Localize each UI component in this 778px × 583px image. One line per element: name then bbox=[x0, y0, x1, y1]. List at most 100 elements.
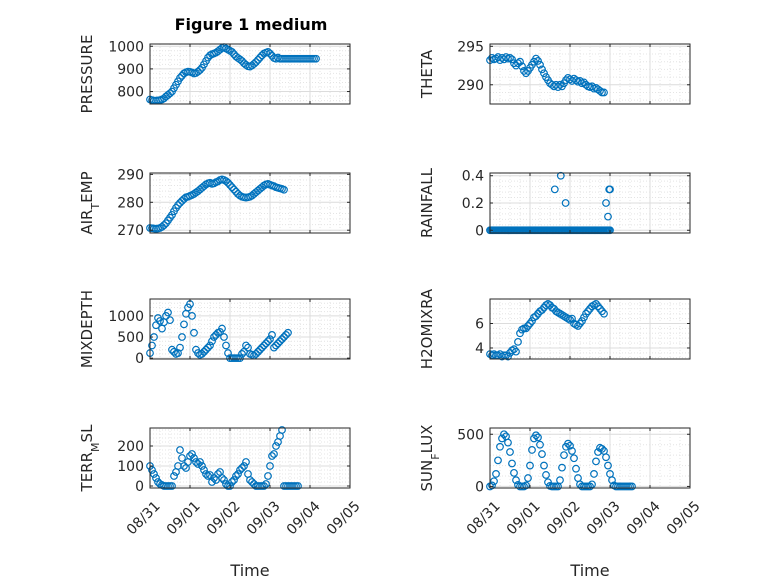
data-point bbox=[580, 78, 588, 87]
data-point bbox=[506, 53, 514, 62]
data-point bbox=[272, 442, 280, 450]
axes-box bbox=[489, 427, 691, 489]
axes-box bbox=[149, 427, 351, 489]
data-point bbox=[496, 56, 504, 65]
data-point bbox=[190, 328, 198, 337]
data-point bbox=[628, 482, 636, 491]
data-point bbox=[206, 341, 214, 350]
data-point bbox=[250, 60, 258, 68]
data-point bbox=[230, 185, 238, 194]
data-markers bbox=[146, 43, 320, 105]
data-point bbox=[220, 333, 228, 341]
data-point bbox=[252, 350, 260, 358]
data-point bbox=[252, 58, 260, 67]
data-point bbox=[234, 470, 242, 478]
data-point bbox=[576, 319, 584, 328]
data-point bbox=[148, 466, 156, 474]
data-point bbox=[598, 444, 606, 453]
data-point bbox=[570, 454, 578, 463]
data-point bbox=[596, 304, 604, 313]
data-point bbox=[606, 185, 614, 194]
data-point bbox=[220, 476, 228, 484]
data-point bbox=[160, 221, 168, 230]
data-point bbox=[228, 48, 236, 56]
data-point bbox=[512, 476, 520, 485]
y-tick-label: 270 bbox=[117, 223, 144, 239]
data-point bbox=[510, 468, 518, 477]
subplot-pressure: 800 900 1000 PRESSURE bbox=[78, 35, 351, 113]
data-point bbox=[246, 476, 254, 484]
data-point bbox=[226, 181, 234, 189]
data-point bbox=[164, 308, 172, 317]
y-axis-label: H2OMIXRA bbox=[418, 288, 436, 369]
data-point bbox=[604, 461, 612, 470]
data-point bbox=[566, 441, 574, 450]
data-point bbox=[592, 457, 600, 466]
data-point bbox=[202, 345, 210, 354]
data-point bbox=[560, 451, 568, 460]
data-point bbox=[236, 55, 244, 64]
data-point bbox=[222, 341, 230, 350]
data-point bbox=[186, 452, 194, 460]
data-point bbox=[152, 321, 160, 330]
data-point bbox=[582, 309, 590, 318]
data-markers bbox=[486, 171, 614, 235]
x-axis-label: Time bbox=[229, 561, 269, 580]
y-axis-label: TERRMSL bbox=[78, 424, 102, 493]
subplot-air_temp: 270 280 290 AIRTEMP bbox=[78, 167, 351, 239]
data-point bbox=[178, 454, 186, 462]
y-tick-label: 295 bbox=[457, 39, 484, 55]
data-point bbox=[230, 476, 238, 484]
data-point bbox=[202, 470, 210, 478]
data-point bbox=[540, 69, 548, 78]
data-point bbox=[260, 341, 268, 350]
data-point bbox=[200, 466, 208, 474]
data-point bbox=[260, 482, 268, 490]
data-point bbox=[258, 343, 266, 352]
data-point bbox=[190, 454, 198, 462]
data-point bbox=[156, 317, 164, 325]
data-point bbox=[268, 452, 276, 460]
data-point bbox=[508, 459, 516, 468]
data-point bbox=[266, 49, 274, 58]
data-point bbox=[584, 307, 592, 316]
axes-box bbox=[149, 298, 351, 360]
y-axis-label: MIXDEPTH bbox=[78, 290, 96, 368]
data-point bbox=[496, 442, 504, 451]
data-point bbox=[532, 431, 540, 440]
data-point bbox=[294, 482, 302, 490]
data-point bbox=[210, 333, 218, 341]
data-point bbox=[228, 478, 236, 486]
data-point bbox=[256, 53, 264, 62]
y-tick-label: 0 bbox=[475, 223, 484, 239]
data-point bbox=[180, 195, 188, 203]
subplot-h2omixra: 4 6 H2OMIXRA bbox=[418, 288, 691, 369]
data-point bbox=[218, 474, 226, 482]
data-point bbox=[180, 462, 188, 470]
data-point bbox=[538, 306, 546, 314]
y-tick-label: 0 bbox=[135, 351, 144, 367]
data-markers bbox=[486, 53, 608, 97]
data-markers bbox=[146, 300, 292, 363]
y-tick-label: 1000 bbox=[108, 309, 144, 325]
data-point bbox=[266, 335, 274, 344]
data-point bbox=[204, 343, 212, 352]
data-point bbox=[604, 212, 612, 221]
data-point bbox=[176, 198, 184, 207]
data-point bbox=[178, 333, 186, 341]
figure-title: Figure 1 medium bbox=[175, 15, 328, 34]
data-point bbox=[536, 60, 544, 69]
data-point bbox=[222, 177, 230, 185]
data-point bbox=[256, 345, 264, 354]
y-axis-label: THETA bbox=[418, 49, 436, 99]
data-point bbox=[596, 87, 604, 95]
y-tick-label: 6 bbox=[475, 316, 484, 332]
data-point bbox=[602, 453, 610, 462]
data-markers bbox=[486, 299, 608, 361]
data-point bbox=[274, 339, 282, 348]
y-tick-label: 0 bbox=[475, 479, 484, 495]
data-point bbox=[268, 331, 276, 339]
data-point bbox=[262, 480, 270, 488]
data-point bbox=[602, 199, 610, 207]
